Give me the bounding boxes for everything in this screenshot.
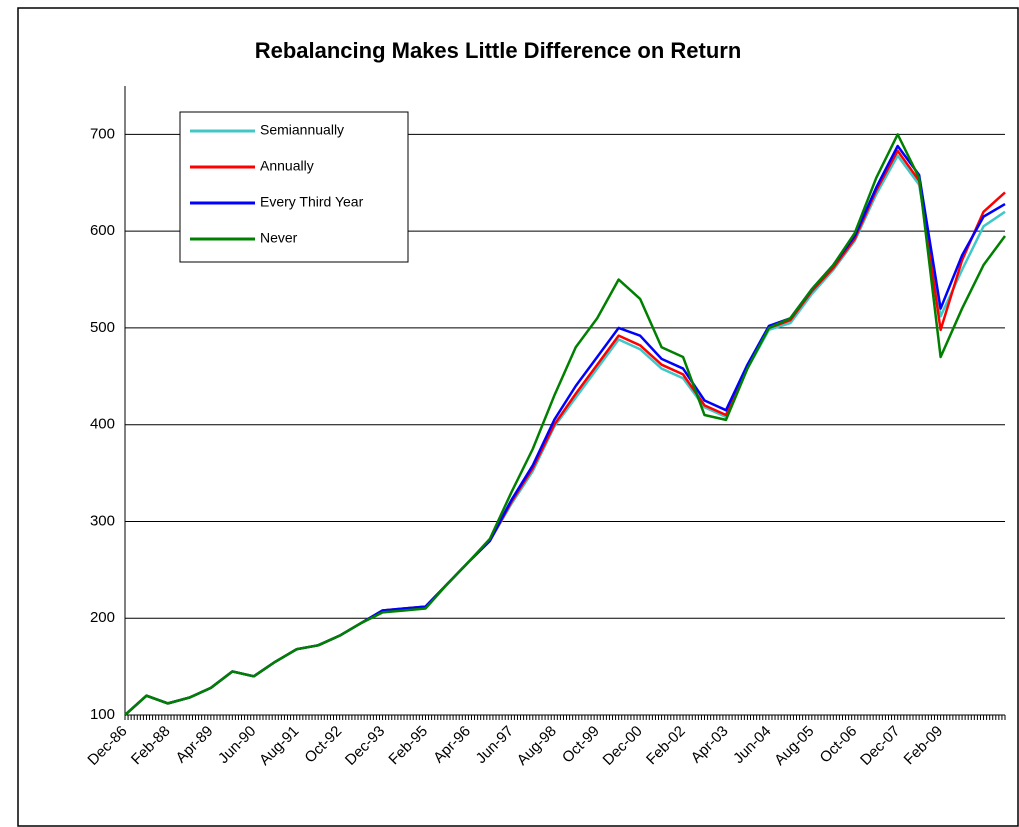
legend-label: Semiannually bbox=[260, 122, 344, 138]
chart-title: Rebalancing Makes Little Difference on R… bbox=[255, 38, 742, 63]
y-tick-label: 500 bbox=[90, 319, 115, 336]
y-tick-label: 100 bbox=[90, 706, 115, 723]
legend-box bbox=[179, 111, 409, 263]
legend-label: Annually bbox=[260, 158, 314, 174]
series-line bbox=[124, 133, 1007, 716]
y-tick-label: 200 bbox=[90, 609, 115, 626]
y-tick-label: 300 bbox=[90, 512, 115, 529]
y-tick-label: 600 bbox=[90, 222, 115, 239]
legend: Semiannually Annually Every Third Year Neve… bbox=[179, 111, 409, 263]
y-tick-label: 400 bbox=[90, 416, 115, 433]
legend-label: Never bbox=[260, 230, 298, 246]
y-tick-label: 700 bbox=[90, 125, 115, 142]
legend-label: Every Third Year bbox=[260, 194, 364, 210]
